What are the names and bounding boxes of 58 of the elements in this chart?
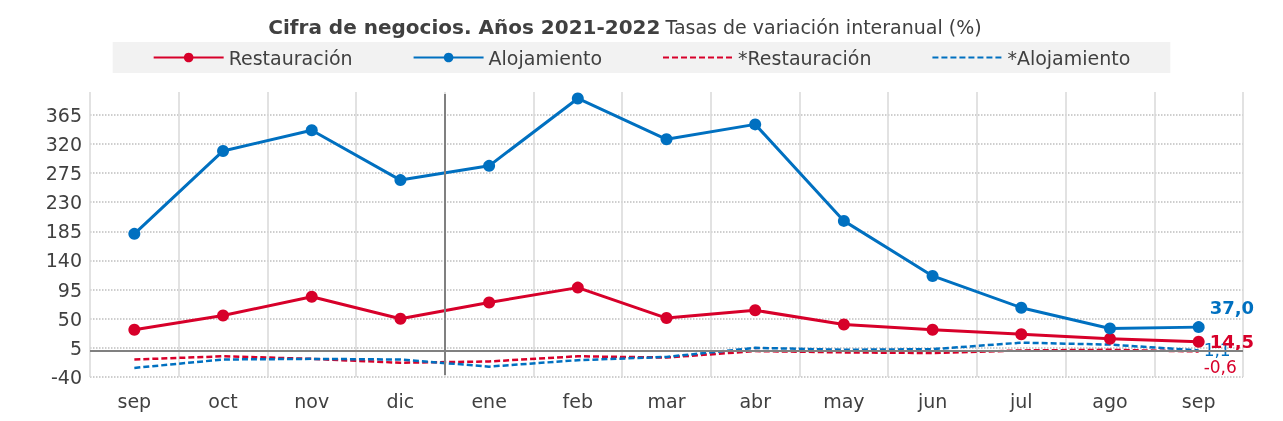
point (217, 144, 230, 157)
point (128, 323, 141, 336)
point (483, 296, 496, 309)
chart-title: Cifra de negocios. Años 2021-2022 (268, 15, 661, 39)
point (571, 281, 584, 294)
y-tick-label: 5 (69, 336, 82, 359)
point (1015, 328, 1028, 341)
point (217, 309, 230, 322)
legend-label: Alojamiento (488, 46, 603, 69)
x-tick-label: mar (647, 389, 686, 412)
x-tick-label: jul (1008, 389, 1033, 412)
y-tick-label: 140 (45, 249, 82, 272)
x-tick-label: may (823, 389, 865, 412)
y-tick-label: 185 (45, 220, 82, 243)
x-tick-label: dic (386, 389, 415, 412)
point (926, 323, 939, 336)
x-tick-label: ago (1092, 389, 1128, 412)
y-tick-label: 365 (45, 103, 82, 126)
x-tick-label: feb (562, 389, 594, 412)
x-tick-label: abr (739, 389, 772, 412)
point (1192, 335, 1205, 348)
point (1103, 332, 1116, 345)
line-series (133, 348, 1200, 364)
point (1192, 321, 1205, 334)
x-tick-label: sep (117, 389, 152, 412)
x-tick-label: nov (294, 389, 330, 412)
point (837, 214, 850, 227)
y-tick-label: 95 (57, 278, 82, 301)
y-tick-label: 275 (45, 161, 82, 184)
point (837, 318, 850, 331)
legend-label: *Restauración (738, 46, 872, 69)
x-tick-label: jun (916, 389, 948, 412)
y-tick-label: 50 (57, 307, 82, 330)
point (926, 269, 939, 282)
point (660, 133, 673, 146)
point (660, 312, 673, 325)
x-tick-label: oct (208, 389, 238, 412)
point (305, 124, 318, 137)
y-tick-label: -40 (50, 366, 82, 388)
y-tick-label: 320 (45, 132, 82, 155)
point (571, 92, 584, 105)
data-label: 37,0 (1209, 296, 1255, 318)
legend-label: *Alojamiento (1007, 46, 1131, 69)
point (394, 312, 407, 325)
x-tick-label: sep (1181, 389, 1216, 412)
point (394, 174, 407, 187)
point (749, 304, 762, 317)
point (128, 227, 141, 240)
point (483, 159, 496, 172)
point (1015, 301, 1028, 314)
y-tick-label: 230 (45, 191, 82, 214)
point (749, 118, 762, 131)
legend-label: Restauración (228, 46, 353, 69)
x-tick-label: ene (471, 389, 507, 412)
point (1103, 322, 1116, 335)
chart-subtitle: Tasas de variación interanual (%) (664, 16, 982, 38)
point (305, 290, 318, 303)
data-label: -0,6 (1203, 357, 1237, 378)
